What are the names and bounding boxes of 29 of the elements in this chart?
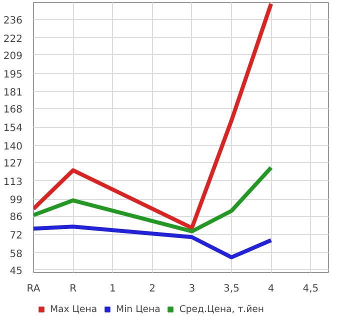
legend-label: Сред.Цена, т.йен [179,303,264,315]
x-tick-label: RA [26,284,40,294]
y-tick-label: 86 [10,212,23,224]
y-tick-label: 236 [3,16,23,27]
y-tick-label: 58 [10,248,23,260]
y-tick-label: 99 [10,195,23,206]
y-tick-label: 168 [3,104,23,116]
y-tick-label: 181 [3,88,23,99]
x-tick-label: 3 [188,284,196,294]
y-tick-label: 140 [3,141,23,152]
legend-label: Min Цена [116,303,160,315]
x-tick-label: 3,5 [224,284,240,294]
x-tick-label: 4,5 [302,284,319,294]
line-series [34,224,274,260]
y-tick-label: 222 [3,34,23,45]
legend-label: Max Цена [50,303,98,315]
line-series [34,166,274,234]
y-tick-label: 113 [3,176,23,188]
x-tick-label: R [70,284,77,294]
y-tick-label: 209 [3,50,23,62]
y-tick-label: 72 [10,230,23,242]
x-tick-label: 2 [149,284,156,294]
y-tick-label: 195 [3,69,23,80]
y-tick-label: 127 [3,158,23,170]
y-tick-label: 45 [10,266,23,277]
x-tick-label: 1 [110,284,116,294]
x-tick-label: 4 [268,284,274,294]
y-tick-label: 154 [3,123,23,134]
line-series [34,2,274,230]
